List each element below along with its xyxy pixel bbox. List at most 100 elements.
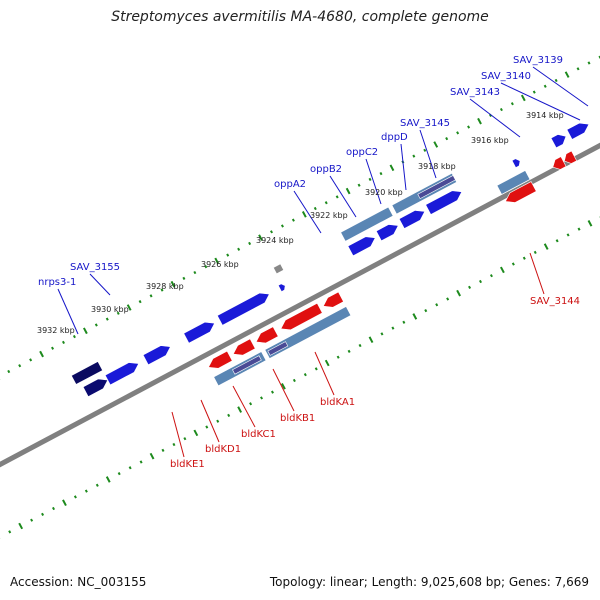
lower-scale-tick (446, 297, 450, 301)
scale-label: 3916 kbp (471, 136, 509, 145)
upper-scale-tick (160, 288, 164, 292)
lower-scale-tick (468, 285, 472, 289)
lower-scale-tick (577, 227, 581, 231)
lower-scale-tick (336, 355, 340, 359)
reverse-gene (232, 338, 256, 356)
upper-scale-tick (170, 280, 176, 288)
upper-scale-tick (368, 177, 372, 182)
lower-scale-tick (73, 495, 77, 499)
forward-gene (375, 224, 399, 242)
upper-scale-tick (82, 327, 88, 335)
forward-leader-line (532, 66, 589, 107)
lower-scale-tick (522, 256, 526, 260)
upper-scale-tick (291, 218, 295, 222)
forward-leader-line (89, 273, 111, 296)
forward-leader-line (500, 82, 581, 121)
accession-text: Accession: NC_003155 (10, 575, 147, 589)
reverse-gene (564, 150, 578, 164)
forward-gene-label: nrps3-1 (38, 277, 76, 288)
upper-scale-tick (324, 201, 328, 205)
lower-scale-tick (128, 466, 132, 470)
upper-scale-tick (51, 346, 55, 350)
lower-scale-tick (84, 489, 88, 493)
lower-scale-tick (161, 448, 165, 452)
reverse-leader-line (272, 368, 295, 412)
lower-scale-tick (479, 279, 482, 284)
lower-scale-tick (500, 266, 505, 274)
forward-gene (550, 134, 567, 149)
lower-scale-tick (41, 512, 45, 516)
forward-gene (104, 362, 140, 386)
backbone-group (0, 142, 600, 468)
lower-scale-tick (380, 332, 384, 336)
lower-scale-tick (117, 472, 121, 476)
lower-scale-tick (139, 460, 143, 464)
lower-scale-tick (183, 437, 187, 441)
lower-scale-tick (358, 343, 362, 348)
upper-scale-tick (126, 304, 132, 311)
label-leader-lines (57, 66, 589, 458)
upper-scale-tick (149, 294, 153, 298)
forward-gene (398, 210, 426, 229)
upper-scale-tick (313, 206, 317, 211)
lower-scale-tick (424, 309, 428, 313)
upper-scale-tick (357, 183, 361, 187)
upper-scale-tick (214, 257, 220, 265)
lower-scale-tick (391, 326, 395, 330)
upper-scale-tick (379, 171, 383, 176)
upper-scale-tick (18, 364, 22, 368)
upper-scale-tick (587, 61, 591, 65)
upper-scale-tick (7, 369, 11, 374)
reverse-gene (208, 350, 233, 369)
upper-scale-tick (258, 234, 263, 241)
reverse-cds-track-inner (267, 341, 289, 356)
upper-scale-tick (412, 154, 416, 158)
forward-leader-line (57, 288, 79, 335)
scale-label: 3920 kbp (365, 188, 403, 197)
forward-gene (566, 122, 590, 140)
lower-scale-tick (205, 425, 209, 429)
lower-scale-tick (8, 530, 12, 534)
forward-gene-label: SAV_3139 (513, 55, 563, 66)
reverse-gene (280, 302, 323, 331)
reverse-gene-label: SAV_3144 (530, 296, 580, 307)
forward-gene (511, 158, 521, 169)
upper-scale-tick (226, 253, 230, 257)
scale-label: 3930 kbp (91, 305, 129, 314)
lower-scale-tick (62, 499, 67, 507)
genome-backbone (0, 142, 600, 468)
forward-cds-track (340, 206, 394, 242)
lower-scale-tick (105, 476, 111, 483)
lower-scale-tick (533, 250, 537, 255)
lower-scale-tick (543, 243, 549, 250)
forward-gene (425, 190, 463, 215)
upper-scale-tick (576, 67, 580, 71)
forward-gene (183, 321, 216, 344)
reverse-leader-line (200, 399, 220, 443)
reverse-cds-track (496, 170, 531, 195)
upper-scale-tick (456, 131, 460, 135)
forward-gene (347, 236, 376, 257)
lower-scale-tick (402, 320, 406, 324)
upper-scale-tick (335, 195, 339, 199)
upper-scale-tick (345, 187, 351, 195)
forward-gene-label: SAV_3155 (70, 262, 120, 273)
forward-gene-label: dppD (381, 132, 408, 143)
lower-scale-tick (303, 373, 307, 377)
labels: 3914 kbp 3916 kbp 3918 kbp 3920 kbp 3922 kbp… (37, 55, 580, 470)
scale-label: 3928 kbp (146, 282, 184, 291)
reverse-gene (504, 181, 537, 203)
forward-leader-line (293, 190, 322, 234)
reverse-leader-line (171, 411, 185, 458)
lower-scale-tick (237, 406, 243, 413)
reverse-leader-line (314, 351, 335, 396)
small-grey-feature (272, 263, 285, 275)
upper-scale-tick (39, 350, 44, 358)
scale-label: 3932 kbp (37, 326, 75, 335)
upper-scale-tick (116, 311, 120, 315)
upper-scale-tick (445, 137, 449, 141)
reverse-leader-line (529, 252, 545, 295)
upper-scale-tick (182, 276, 186, 280)
lower-scale-tick (260, 396, 264, 400)
forward-gene-label: SAV_3143 (450, 87, 500, 98)
